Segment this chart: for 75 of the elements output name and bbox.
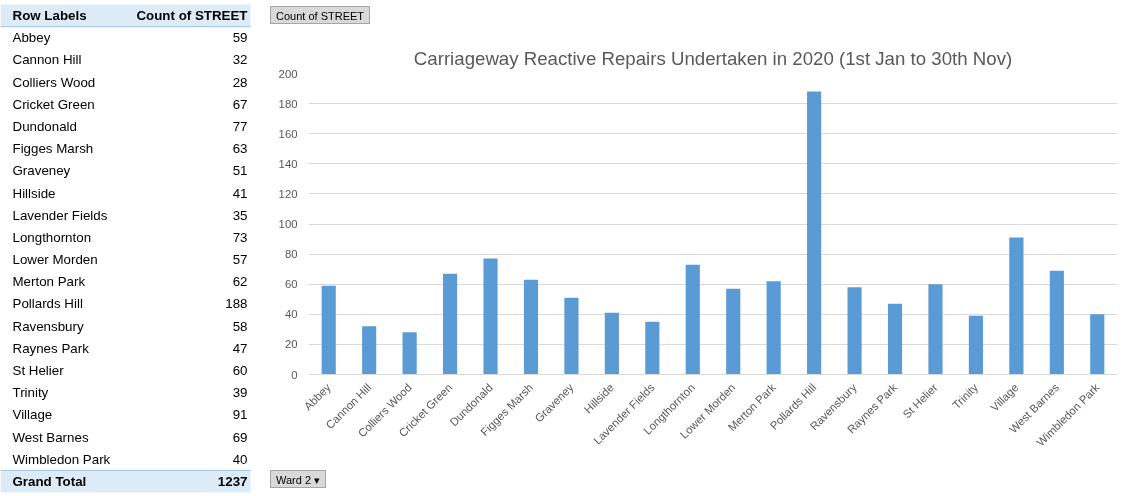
text: 91 (232, 407, 248, 423)
text: Cannon Hill (12, 52, 82, 68)
bar (968, 315, 983, 375)
bar (483, 258, 498, 375)
bar (362, 326, 377, 375)
text: Count of STREET (136, 8, 248, 24)
text: 40 (232, 451, 248, 467)
text: Grand Total (12, 473, 87, 489)
text: Colliers Wood (12, 74, 96, 90)
bar (564, 297, 579, 375)
text: Count of STREET (276, 9, 365, 24)
text: Ravensbury (12, 318, 84, 334)
text: Longthornton (12, 229, 92, 245)
y-tick-label: 200 (278, 67, 298, 80)
text: 63 (232, 141, 248, 157)
y-tick-label: 0 (291, 368, 298, 381)
text: 41 (232, 185, 248, 201)
bar (807, 91, 822, 375)
text: 1237 (217, 473, 248, 489)
text: Ward 2 ▾ (276, 473, 321, 488)
text: Raynes Park (12, 340, 90, 356)
bar (1049, 270, 1064, 375)
text: 67 (232, 96, 248, 112)
text: 32 (232, 52, 248, 68)
bar (726, 288, 741, 375)
text: 57 (232, 252, 248, 268)
bar (523, 279, 539, 375)
text: Abbey (12, 30, 51, 46)
text: 51 (232, 163, 248, 179)
text: 62 (232, 274, 248, 290)
text: Lavender Fields (12, 207, 108, 223)
text: 73 (232, 229, 248, 245)
y-tick-label: 40 (284, 308, 298, 321)
text: Wimbledon Park (12, 451, 111, 467)
text: 69 (232, 429, 248, 445)
text: 47 (232, 340, 248, 356)
text: Merton Park (12, 274, 86, 290)
text: Hillside (12, 185, 56, 201)
bar (928, 284, 943, 375)
y-tick-label: 60 (284, 278, 298, 291)
bar (766, 281, 781, 375)
text: 77 (232, 119, 248, 134)
text: Pollards Hill (12, 296, 83, 312)
text: 59 (232, 30, 248, 46)
chart-title: Carriageway Reactive Repairs Undertaken in 2020 (1st Jan to 30th Nov) (413, 47, 1013, 69)
text: Graveney (12, 163, 71, 179)
bar (847, 287, 862, 375)
bar (645, 321, 660, 375)
bar (1009, 237, 1024, 375)
y-tick-label: 180 (278, 97, 298, 110)
text: 35 (232, 207, 248, 223)
bar (887, 303, 903, 375)
bar (604, 312, 619, 375)
bar (443, 273, 458, 375)
y-tick-label: 160 (278, 127, 298, 140)
text: 188 (225, 296, 248, 312)
text: Lower Morden (12, 252, 98, 268)
y-tick-label: 20 (284, 338, 298, 351)
bar (685, 264, 700, 375)
text: St Helier (12, 363, 65, 378)
bar (321, 285, 336, 375)
y-tick-label: 100 (278, 218, 298, 230)
bar (1090, 314, 1105, 375)
text: Dundonald (12, 119, 77, 134)
bar (402, 332, 417, 375)
text: Cricket Green (12, 96, 95, 112)
y-tick-label: 120 (278, 187, 298, 200)
y-tick-label: 140 (278, 157, 298, 170)
text: 58 (232, 318, 248, 334)
text: 28 (232, 74, 248, 90)
y-tick-label: 80 (284, 248, 298, 261)
text: 60 (232, 363, 248, 378)
text: Figges Marsh (12, 141, 94, 157)
text: 39 (232, 385, 248, 401)
text: Row Labels (12, 8, 87, 24)
